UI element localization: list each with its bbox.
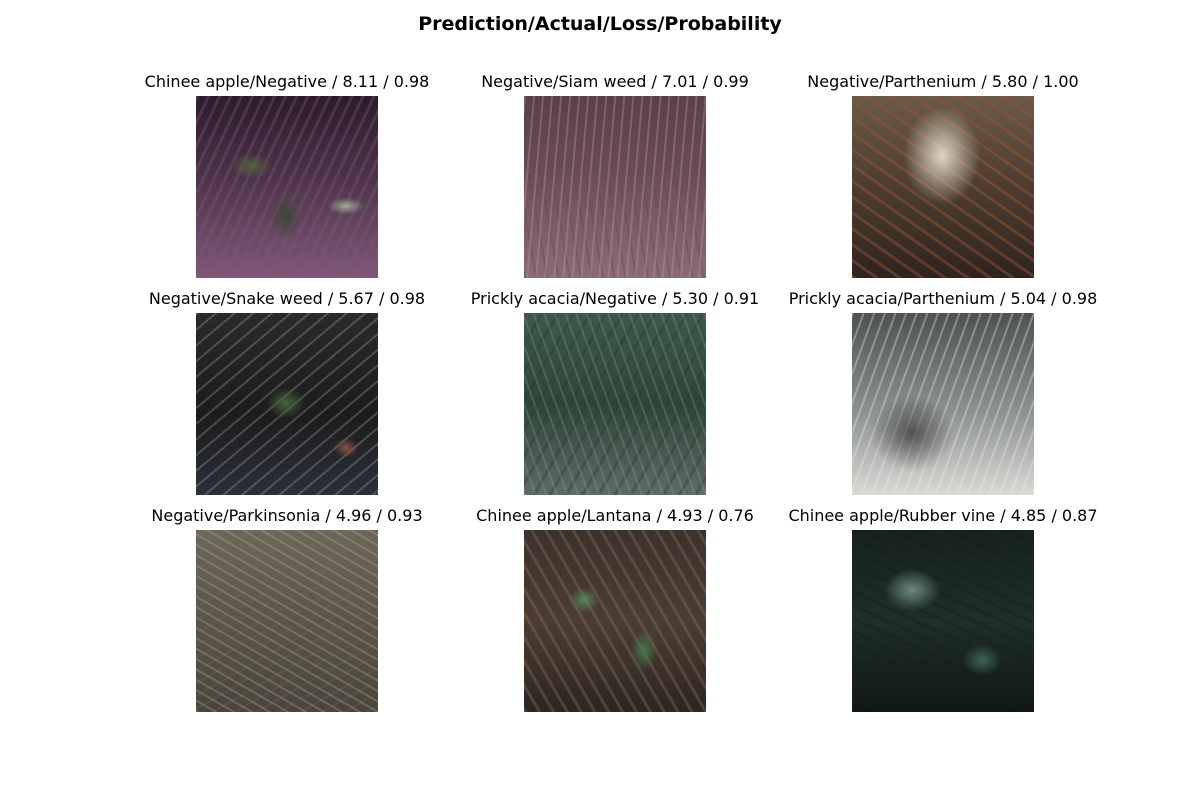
image-tile: Negative/Siam weed / 7.01 / 0.99 — [445, 72, 785, 282]
image-thumbnail — [524, 313, 706, 495]
image-tile: Prickly acacia/Parthenium / 5.04 / 0.98 — [773, 289, 1113, 499]
image-tile-title: Chinee apple/Lantana / 4.93 / 0.76 — [476, 506, 754, 525]
image-tile-title: Negative/Parkinsonia / 4.96 / 0.93 — [151, 506, 423, 525]
image-tile-title: Prickly acacia/Parthenium / 5.04 / 0.98 — [788, 289, 1098, 308]
image-tile: Negative/Parkinsonia / 4.96 / 0.93 — [117, 506, 457, 716]
image-tile: Negative/Snake weed / 5.67 / 0.98 — [117, 289, 457, 499]
image-tile: Negative/Parthenium / 5.80 / 1.00 — [773, 72, 1113, 282]
image-tile-title: Chinee apple/Negative / 8.11 / 0.98 — [144, 72, 430, 91]
image-thumbnail — [852, 313, 1034, 495]
image-tile: Chinee apple/Negative / 8.11 / 0.98 — [117, 72, 457, 282]
image-tile-title: Negative/Siam weed / 7.01 / 0.99 — [481, 72, 749, 91]
image-tile: Chinee apple/Lantana / 4.93 / 0.76 — [445, 506, 785, 716]
image-thumbnail — [524, 96, 706, 278]
image-thumbnail — [196, 313, 378, 495]
figure-title: Prediction/Actual/Loss/Probability — [418, 13, 782, 35]
image-thumbnail — [196, 96, 378, 278]
image-tile-title: Negative/Parthenium / 5.80 / 1.00 — [807, 72, 1079, 91]
image-tile-title: Prickly acacia/Negative / 5.30 / 0.91 — [470, 289, 760, 308]
image-tile: Prickly acacia/Negative / 5.30 / 0.91 — [445, 289, 785, 499]
image-tile-title: Chinee apple/Rubber vine / 4.85 / 0.87 — [788, 506, 1098, 525]
image-thumbnail — [852, 96, 1034, 278]
image-thumbnail — [196, 530, 378, 712]
image-thumbnail — [852, 530, 1034, 712]
image-tile: Chinee apple/Rubber vine / 4.85 / 0.87 — [773, 506, 1113, 716]
image-thumbnail — [524, 530, 706, 712]
image-tile-title: Negative/Snake weed / 5.67 / 0.98 — [148, 289, 426, 308]
